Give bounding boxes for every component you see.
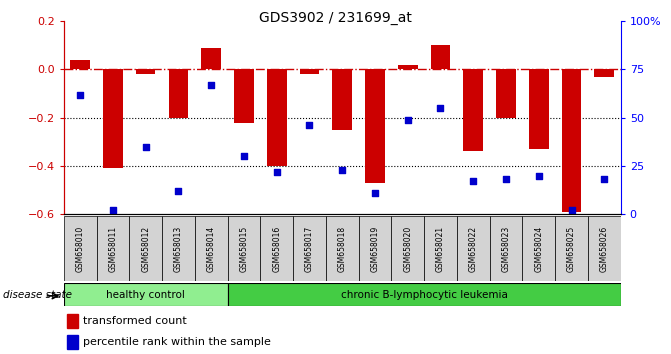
Point <box>501 177 511 182</box>
Point <box>403 117 413 122</box>
Point <box>370 190 380 196</box>
Bar <box>529 69 549 149</box>
Text: GSM658017: GSM658017 <box>305 225 314 272</box>
Text: GSM658023: GSM658023 <box>501 225 511 272</box>
Point <box>468 178 478 184</box>
Bar <box>130 216 162 281</box>
Text: GSM658013: GSM658013 <box>174 225 183 272</box>
Point <box>304 122 315 128</box>
Text: GSM658014: GSM658014 <box>207 225 215 272</box>
Point <box>271 169 282 175</box>
Point <box>74 92 85 97</box>
Text: disease state: disease state <box>3 290 72 300</box>
Text: GSM658020: GSM658020 <box>403 225 412 272</box>
Bar <box>496 69 516 118</box>
Bar <box>424 216 457 281</box>
Point <box>566 207 577 213</box>
Text: percentile rank within the sample: percentile rank within the sample <box>83 337 271 347</box>
Bar <box>66 335 78 348</box>
Point <box>599 177 610 182</box>
Bar <box>162 216 195 281</box>
Bar <box>227 216 260 281</box>
Bar <box>332 69 352 130</box>
Bar <box>260 216 293 281</box>
Text: GSM658021: GSM658021 <box>436 225 445 272</box>
Bar <box>227 283 621 306</box>
Bar <box>267 69 287 166</box>
Text: GSM658026: GSM658026 <box>600 225 609 272</box>
Text: GSM658025: GSM658025 <box>567 225 576 272</box>
Bar <box>490 216 523 281</box>
Bar <box>562 69 581 212</box>
Bar <box>555 216 588 281</box>
Bar <box>64 216 97 281</box>
Bar <box>201 48 221 69</box>
Text: GSM658012: GSM658012 <box>141 225 150 272</box>
Bar <box>365 69 384 183</box>
Point <box>173 188 184 194</box>
Point <box>533 173 544 178</box>
Point <box>107 207 118 213</box>
Bar <box>234 69 254 122</box>
Text: GSM658019: GSM658019 <box>370 225 380 272</box>
Text: GSM658011: GSM658011 <box>109 225 117 272</box>
Point <box>239 154 250 159</box>
Bar <box>431 45 450 69</box>
Point <box>435 105 446 111</box>
Text: GSM658015: GSM658015 <box>240 225 248 272</box>
Bar <box>588 216 621 281</box>
Bar <box>97 216 130 281</box>
Bar <box>168 69 189 118</box>
Bar <box>300 69 319 74</box>
Bar <box>66 314 78 328</box>
Text: GSM658022: GSM658022 <box>469 225 478 272</box>
Bar <box>595 69 614 77</box>
Text: chronic B-lymphocytic leukemia: chronic B-lymphocytic leukemia <box>341 290 507 300</box>
Text: GSM658016: GSM658016 <box>272 225 281 272</box>
Text: GDS3902 / 231699_at: GDS3902 / 231699_at <box>259 11 412 25</box>
Bar <box>136 69 156 74</box>
Bar <box>70 60 90 69</box>
Text: GSM658010: GSM658010 <box>76 225 85 272</box>
Bar <box>464 69 483 152</box>
Bar <box>64 283 227 306</box>
Bar <box>391 216 424 281</box>
Text: healthy control: healthy control <box>106 290 185 300</box>
Text: transformed count: transformed count <box>83 316 187 326</box>
Bar <box>457 216 490 281</box>
Bar <box>326 216 358 281</box>
Bar <box>398 65 417 69</box>
Text: GSM658024: GSM658024 <box>534 225 544 272</box>
Bar <box>195 216 227 281</box>
Bar <box>103 69 123 169</box>
Bar <box>523 216 555 281</box>
Text: GSM658018: GSM658018 <box>338 225 347 272</box>
Point <box>337 167 348 173</box>
Bar <box>293 216 326 281</box>
Bar <box>358 216 391 281</box>
Point <box>206 82 217 88</box>
Point <box>140 144 151 149</box>
